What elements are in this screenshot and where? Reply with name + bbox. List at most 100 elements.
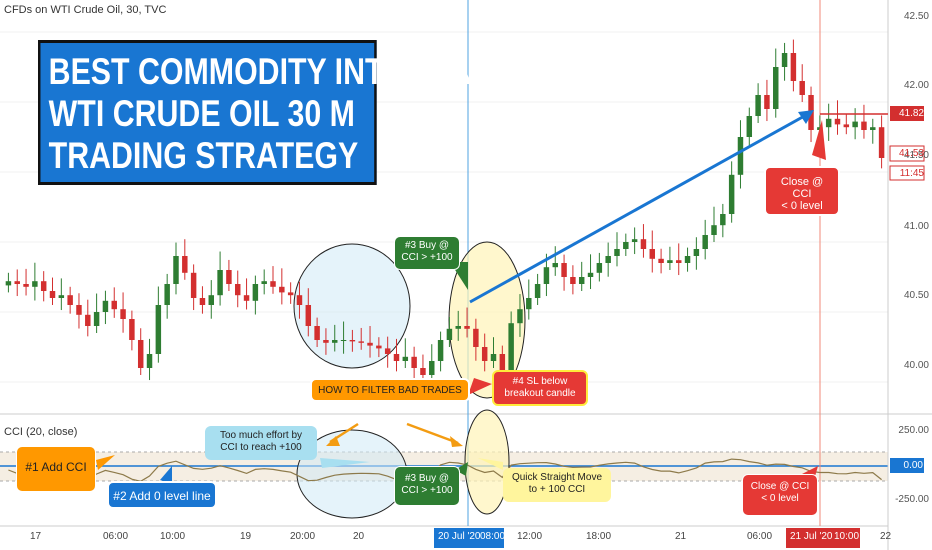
candle-body [746, 116, 753, 137]
candle-body [790, 53, 797, 81]
candle-body [155, 305, 162, 354]
cci-zero-tag: 0.00 [903, 460, 923, 471]
cci-tick-lower: -250.00 [895, 494, 929, 505]
headline-line-2: WTI CRUDE OIL 30 M [48, 93, 355, 134]
highlight-time-2: 10:00 [834, 531, 860, 542]
candle-body [164, 284, 170, 305]
candle-body [481, 347, 488, 361]
candle-body [755, 95, 761, 116]
candle-body [305, 305, 312, 326]
candle-body [32, 281, 38, 287]
chart-title: CFDs on WTI Crude Oil, 30, TVC [4, 4, 167, 16]
candle-body [658, 258, 664, 263]
price-tick-1: 42.50 [903, 11, 929, 22]
time-highlight-2 [786, 528, 860, 548]
time-label-9: 21 [675, 531, 687, 542]
candle-body [878, 127, 885, 158]
price-tick-6: 40.00 [903, 360, 929, 371]
candle-body [367, 342, 373, 346]
candle-body [640, 239, 647, 249]
filter-arrow-right [406, 422, 459, 445]
candle-body [570, 277, 576, 284]
candle-body [728, 174, 735, 214]
candle-body [5, 281, 12, 286]
trend-arrow-head [798, 110, 814, 124]
candle-body [270, 281, 276, 287]
cci-indicator-label: CCI (20, close) [4, 426, 78, 438]
candle-body [314, 326, 320, 340]
candle-body [473, 328, 479, 347]
filter-arrow-left-head [326, 436, 340, 446]
candle-body [693, 249, 700, 256]
highlight-time-1: 08:00 [480, 531, 506, 542]
time-label-4: 19 [240, 531, 252, 542]
candle-body [14, 281, 20, 284]
candle-body [737, 137, 744, 175]
candle-body [296, 295, 303, 305]
candle-body [429, 361, 435, 375]
filter-bad-trades-label: HOW TO FILTER BAD TRADES [310, 378, 470, 402]
add-zero-pointer [160, 466, 172, 484]
candle-body [534, 284, 541, 298]
cci-line [8, 458, 882, 482]
headline-line-3: TRADING STRATEGY [48, 135, 359, 176]
too-much-effort-callout: Too much effort by CCI to reach +100 [205, 426, 317, 460]
candle-body [226, 270, 232, 284]
cci-close-callout: Close @ CCI < 0 level [742, 474, 818, 516]
candle-body [261, 281, 267, 284]
candle-body [464, 326, 470, 329]
time-label-10: 06:00 [747, 531, 773, 542]
candle-body [411, 356, 417, 368]
candle-body [182, 256, 188, 273]
candle-body [684, 256, 691, 263]
countdown-tag-bg [889, 165, 925, 181]
candle-body [631, 239, 638, 242]
candle-body [234, 284, 241, 296]
candle-body [243, 295, 250, 301]
candle-body [173, 256, 179, 284]
candle-body [120, 309, 126, 319]
candles-group [5, 39, 885, 402]
candle-body [208, 295, 215, 305]
candle-body [393, 354, 400, 361]
candle-body [376, 345, 382, 349]
cci-zero-tag-bg [890, 458, 924, 473]
candle-body [67, 295, 73, 305]
cci-tick-upper: 250.00 [898, 425, 929, 436]
highlight-date-1: 20 Jul '20 [438, 531, 481, 542]
candle-body [420, 368, 426, 375]
last-price-tag: 41.82 [898, 108, 924, 119]
candle-body [825, 118, 832, 128]
candle-body [358, 341, 364, 343]
candle-body [702, 235, 708, 249]
cci-buy-pointer [455, 462, 468, 476]
candle-body [552, 263, 558, 268]
candle-body [23, 284, 29, 287]
candle-body [111, 300, 117, 310]
candle-body [384, 348, 391, 354]
candle-body [252, 284, 259, 301]
filter-arrow-right-head [450, 436, 463, 447]
candle-body [340, 340, 347, 341]
candle-body [129, 319, 135, 340]
buy-signal-callout: #3 Buy @ CCI > +100 [394, 236, 460, 270]
candle-body [843, 124, 850, 128]
time-label-2: 06:00 [103, 531, 129, 542]
candle-body [437, 340, 444, 361]
low-price-tag-bg [889, 145, 925, 162]
sl-callout-pointer [468, 378, 492, 395]
candle-body [649, 249, 656, 259]
close-signal-callout: Close @ CCI < 0 level [764, 166, 840, 216]
add-zero-level-callout: #2 Add 0 level line [107, 481, 217, 509]
candle-body [614, 249, 620, 256]
candle-body [190, 272, 197, 298]
price-tick-5: 40.50 [903, 290, 929, 301]
candle-body [675, 260, 682, 263]
candle-body [517, 309, 523, 324]
candle-body [596, 263, 603, 273]
quick-move-callout: Quick Straight Move to + 100 CCI [503, 468, 611, 502]
add-cci-pointer [96, 455, 115, 470]
close-callout-pointer [812, 120, 826, 160]
cci-buy-callout: #3 Buy @ CCI > +100 [394, 466, 460, 506]
